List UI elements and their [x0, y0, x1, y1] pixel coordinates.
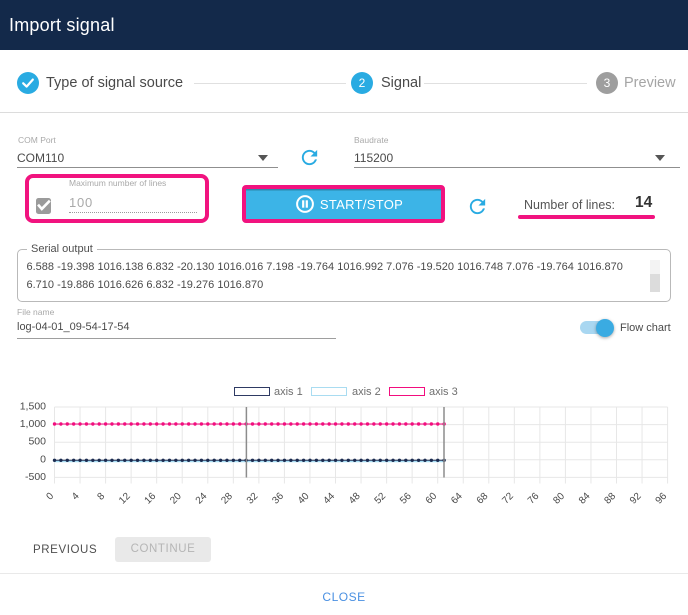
svg-text:84: 84 — [577, 491, 593, 507]
svg-text:28: 28 — [219, 491, 235, 507]
svg-text:32: 32 — [245, 491, 261, 507]
svg-text:64: 64 — [449, 491, 465, 507]
svg-text:0: 0 — [44, 491, 56, 503]
svg-text:36: 36 — [270, 491, 286, 507]
svg-text:68: 68 — [475, 491, 491, 507]
svg-text:48: 48 — [347, 491, 363, 507]
svg-text:52: 52 — [373, 491, 389, 507]
svg-text:12: 12 — [117, 491, 133, 507]
svg-text:16: 16 — [143, 491, 159, 507]
svg-text:1,500: 1,500 — [20, 401, 46, 413]
svg-text:88: 88 — [602, 491, 618, 507]
svg-text:44: 44 — [321, 491, 337, 507]
svg-text:96: 96 — [654, 491, 670, 507]
svg-text:80: 80 — [551, 491, 567, 507]
svg-text:56: 56 — [398, 491, 414, 507]
svg-text:40: 40 — [296, 491, 312, 507]
svg-text:-500: -500 — [25, 471, 46, 483]
svg-text:60: 60 — [424, 491, 440, 507]
svg-text:0: 0 — [40, 453, 46, 465]
svg-text:92: 92 — [628, 491, 644, 507]
svg-text:24: 24 — [194, 491, 210, 507]
svg-text:8: 8 — [95, 491, 107, 503]
svg-text:72: 72 — [500, 491, 516, 507]
svg-text:500: 500 — [28, 436, 46, 448]
svg-text:76: 76 — [526, 491, 542, 507]
svg-text:20: 20 — [168, 491, 184, 507]
svg-text:4: 4 — [70, 491, 82, 503]
svg-text:1,000: 1,000 — [20, 418, 46, 430]
